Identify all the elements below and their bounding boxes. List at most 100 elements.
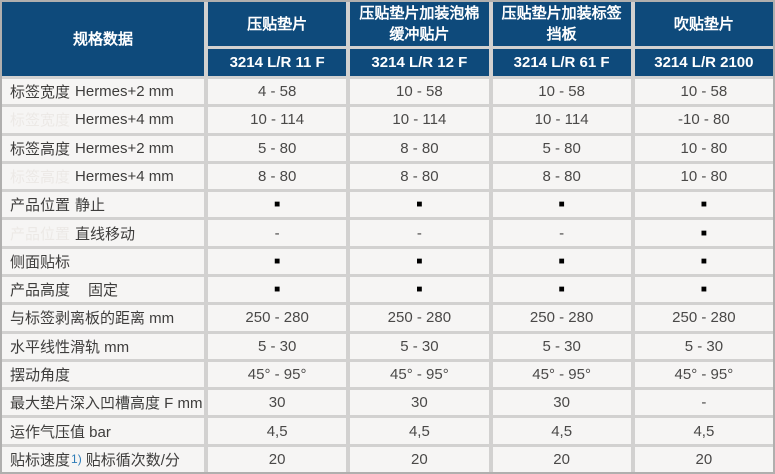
row-label: 产品位置 (10, 197, 71, 215)
value-cell-marker: ■ (350, 277, 489, 303)
value-cell: 4,5 (208, 418, 347, 444)
value-cell: 20 (634, 446, 773, 472)
row-label-cell: 与标签剥离板的距离 mm (2, 305, 204, 331)
value-cell: 5 - 30 (634, 333, 773, 359)
row-label-cell: 摆动角度 (2, 361, 204, 388)
value-cell: 250 - 280 (350, 305, 489, 331)
value-cell: 10 - 58 (492, 79, 631, 105)
row-label: 标签高度 (10, 140, 71, 158)
value-cell: 5 - 80 (492, 135, 631, 161)
value-cell: 45° - 95° (634, 361, 773, 388)
value-cell: 20 (208, 446, 347, 472)
row-label: 贴标速度 (10, 451, 71, 469)
header-product-cell: 压贴垫片 (208, 2, 347, 46)
value-cell-marker: ■ (208, 277, 347, 303)
corner-header-cell: 规格数据 (2, 2, 204, 76)
value-cell: 45° - 95° (350, 361, 489, 388)
header-model-cell: 3214 L/R 12 F (350, 49, 489, 76)
row-sublabel: 直线移动 (75, 225, 136, 243)
row-label-cell: 运作气压值 bar (2, 418, 204, 444)
row-label: 标签宽度 (10, 84, 71, 102)
row-label: 摆动角度 (10, 366, 71, 384)
value-cell: 30 (492, 390, 631, 416)
row-label-cell: 贴标速度 1) 贴标循次数/分 (2, 446, 204, 472)
row-sublabel: Hermes+2 mm (75, 139, 174, 157)
row-label: 与标签剥离板的距离 mm (10, 310, 175, 328)
row-label: 水平线性滑轨 mm (10, 338, 130, 356)
value-cell-marker: ■ (208, 192, 347, 218)
value-cell: 8 - 80 (208, 163, 347, 190)
value-cell: 250 - 280 (634, 305, 773, 331)
value-cell: 10 - 58 (350, 79, 489, 105)
value-cell: 10 - 58 (634, 79, 773, 105)
value-cell-marker: ■ (492, 192, 631, 218)
value-cell-marker: ■ (634, 277, 773, 303)
value-cell-marker: ■ (208, 248, 347, 274)
row-label-cell: 水平线性滑轨 mm (2, 333, 204, 359)
value-cell: 8 - 80 (492, 163, 631, 190)
row-label-cell: 侧面贴标 (2, 248, 204, 274)
value-cell: 250 - 280 (492, 305, 631, 331)
value-cell: 8 - 80 (350, 135, 489, 161)
row-sublabel: 静止 (75, 197, 106, 215)
header-model-cell: 3214 L/R 61 F (492, 49, 631, 76)
header-model-cell: 3214 L/R 11 F (208, 49, 347, 76)
value-cell: - (350, 220, 489, 246)
value-cell: 10 - 80 (634, 163, 773, 190)
value-cell: 5 - 80 (208, 135, 347, 161)
value-cell-marker: ■ (634, 248, 773, 274)
value-cell: 10 - 114 (208, 107, 347, 133)
value-cell: 10 - 114 (492, 107, 631, 133)
value-cell: 10 - 80 (634, 135, 773, 161)
header-product-cell: 吹贴垫片 (634, 2, 773, 46)
value-cell: 45° - 95° (492, 361, 631, 388)
row-label-cell: 标签高度 Hermes+4 mm (2, 163, 204, 190)
row-label-cell: 产品高度 固定 (2, 277, 204, 303)
value-cell: 45° - 95° (208, 361, 347, 388)
row-label-ghost: 产品位置 (10, 225, 71, 243)
value-cell: 30 (350, 390, 489, 416)
value-cell: 10 - 114 (350, 107, 489, 133)
row-sublabel: Hermes+4 mm (75, 111, 174, 129)
value-cell-marker: ■ (350, 248, 489, 274)
value-cell: -10 - 80 (634, 107, 773, 133)
header-model-cell: 3214 L/R 2100 (634, 49, 773, 76)
row-sublabel: Hermes+2 mm (75, 83, 174, 101)
value-cell: 250 - 280 (208, 305, 347, 331)
row-label-cell: 最大垫片深入凹槽高度 F mm (2, 390, 204, 416)
value-cell: 5 - 30 (350, 333, 489, 359)
row-label-unit: 贴标循次数/分 (85, 451, 180, 469)
value-cell: 8 - 80 (350, 163, 489, 190)
row-label-cell: 标签宽度 Hermes+2 mm (2, 79, 204, 105)
header-product-cell: 压贴垫片加装泡棉缓冲贴片 (350, 2, 489, 46)
value-cell: 4,5 (492, 418, 631, 444)
value-cell: 4 - 58 (208, 79, 347, 105)
value-cell: - (634, 390, 773, 416)
value-cell: 5 - 30 (208, 333, 347, 359)
row-label-ghost: 标签高度 (10, 168, 71, 186)
value-cell-marker: ■ (350, 192, 489, 218)
row-sublabel: 固定 (88, 282, 119, 300)
value-cell-marker: ■ (634, 192, 773, 218)
value-cell: 5 - 30 (492, 333, 631, 359)
value-cell: 20 (492, 446, 631, 472)
row-label-cell: 产品位置 静止 (2, 192, 204, 218)
value-cell: 20 (350, 446, 489, 472)
value-cell: 30 (208, 390, 347, 416)
row-label-ghost: 标签宽度 (10, 112, 71, 130)
header-product-cell: 压贴垫片加装标签挡板 (492, 2, 631, 46)
value-cell-marker: ■ (492, 277, 631, 303)
value-cell: - (208, 220, 347, 246)
row-label-cell: 产品位置 直线移动 (2, 220, 204, 246)
row-label-cell: 标签宽度 Hermes+4 mm (2, 107, 204, 133)
value-cell-marker: ■ (634, 220, 773, 246)
row-label: 产品高度 (10, 282, 71, 300)
value-cell-marker: ■ (492, 248, 631, 274)
row-label: 最大垫片深入凹槽高度 F mm (10, 395, 203, 413)
row-sublabel: Hermes+4 mm (75, 167, 174, 185)
row-label: 运作气压值 bar (10, 423, 111, 441)
row-label: 侧面贴标 (10, 253, 71, 271)
row-label-cell: 标签高度 Hermes+2 mm (2, 135, 204, 161)
value-cell: 4,5 (634, 418, 773, 444)
